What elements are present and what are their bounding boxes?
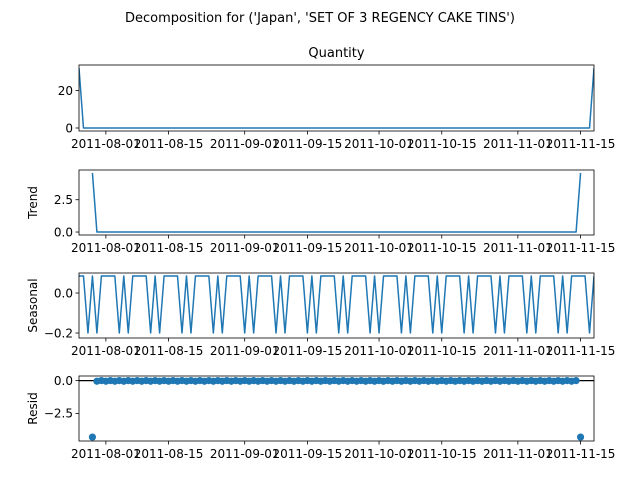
y-tick-label: −2.5	[44, 407, 73, 421]
figure-suptitle: Decomposition for ('Japan', 'SET OF 3 RE…	[125, 11, 515, 26]
x-tick-label: 2011-08-01	[71, 137, 141, 151]
y-tick-label: −0.2	[44, 326, 73, 340]
x-tick-label: 2011-09-15	[273, 241, 343, 255]
x-tick-label: 2011-09-01	[210, 447, 280, 461]
plot-area	[79, 275, 594, 334]
x-tick-label: 2011-11-15	[546, 344, 616, 358]
y-tick-label: 0.0	[54, 374, 73, 388]
y-axis-label: Resid	[26, 392, 40, 424]
panel-title: Quantity	[308, 46, 364, 61]
x-tick-label: 2011-08-01	[71, 241, 141, 255]
resid-point	[576, 433, 585, 441]
x-tick-label: 2011-10-01	[344, 137, 414, 151]
x-tick-label: 2011-08-15	[134, 447, 204, 461]
y-tick-label: 2.5	[54, 193, 73, 207]
y-tick-label: 20	[58, 84, 73, 98]
series-line	[91, 172, 582, 233]
plot-area	[91, 172, 582, 233]
x-tick-label: 2011-09-15	[273, 137, 343, 151]
axes-frame	[78, 272, 595, 339]
y-axis-label: Seasonal	[26, 278, 40, 332]
x-tick-label: 2011-09-01	[210, 137, 280, 151]
x-tick-label: 2011-10-15	[407, 447, 477, 461]
x-tick-label: 2011-09-01	[210, 344, 280, 358]
x-tick-label: 2011-10-15	[407, 241, 477, 255]
x-tick-label: 2011-10-01	[344, 447, 414, 461]
x-tick-label: 2011-09-15	[273, 344, 343, 358]
x-tick-label: 2011-10-15	[407, 344, 477, 358]
x-tick-label: 2011-11-01	[483, 344, 553, 358]
x-tick-label: 2011-11-15	[546, 447, 616, 461]
axes-frame	[78, 64, 595, 132]
axes-frame	[78, 375, 595, 442]
x-tick-label: 2011-10-01	[344, 241, 414, 255]
resid-point	[572, 377, 580, 385]
x-tick-label: 2011-11-01	[483, 241, 553, 255]
x-tick-label: 2011-09-01	[210, 241, 280, 255]
x-tick-label: 2011-08-01	[71, 344, 141, 358]
y-tick-label: 0.0	[54, 286, 73, 300]
x-tick-label: 2011-11-15	[546, 241, 616, 255]
x-tick-label: 2011-11-01	[483, 447, 553, 461]
x-tick-label: 2011-10-01	[344, 344, 414, 358]
y-tick-label: 0	[65, 121, 73, 135]
x-tick-label: 2011-10-15	[407, 137, 477, 151]
y-axis-label: Trend	[26, 186, 40, 220]
plot-area	[79, 377, 594, 441]
plot-area	[79, 67, 594, 129]
x-tick-label: 2011-08-15	[134, 137, 204, 151]
x-tick-label: 2011-08-01	[71, 447, 141, 461]
x-tick-label: 2011-08-15	[134, 344, 204, 358]
x-tick-label: 2011-08-15	[134, 241, 204, 255]
x-tick-label: 2011-09-15	[273, 447, 343, 461]
axes-frame	[78, 169, 595, 236]
resid-point	[88, 433, 97, 441]
x-tick-label: 2011-11-01	[483, 137, 553, 151]
x-tick-label: 2011-11-15	[546, 137, 616, 151]
series-line	[79, 67, 594, 129]
y-tick-label: 0.0	[54, 225, 73, 239]
series-line	[79, 275, 594, 334]
